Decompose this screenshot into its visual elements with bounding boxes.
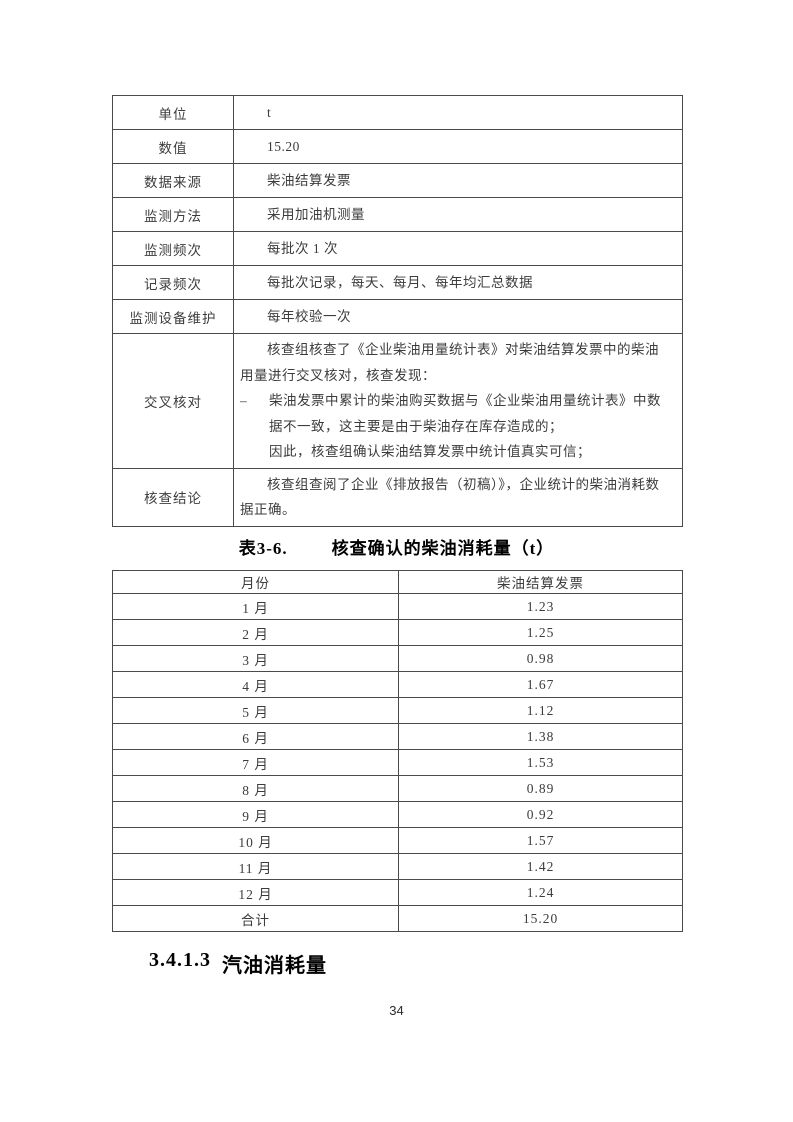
table-row: 监测设备维护 每年校验一次 <box>112 299 683 334</box>
monthly-diesel-table-head: 月份 柴油结算发票 <box>112 570 683 594</box>
value-cell: 1.25 <box>398 619 683 646</box>
table-row: 8 月 0.89 <box>112 775 683 802</box>
table-row: 12 月 1.24 <box>112 879 683 906</box>
row-value: 核查组核查了《企业柴油用量统计表》对柴油结算发票中的柴油用量进行交叉核对，核查发… <box>233 333 683 469</box>
section-title: 汽油消耗量 <box>222 955 327 977</box>
table-row: 6 月 1.38 <box>112 723 683 750</box>
diesel-info-table-body: 单位 t 数值 15.20 数据来源 柴油结算发票监测方法 采用加油机测量监测频次 每批次 1… <box>112 95 683 527</box>
cell-text: 每年校验一次 <box>267 309 351 324</box>
month-cell: 10 月 <box>112 827 399 854</box>
text-line: – 柴油发票中累计的柴油购买数据与《企业柴油用量统计表》中数 <box>240 388 672 414</box>
value-cell: 1.67 <box>398 671 683 698</box>
bullet-dash: – <box>240 393 248 408</box>
value-cell: 0.89 <box>398 775 683 802</box>
row-label: 核查结论 <box>112 467 234 527</box>
row-label: 数据来源 <box>112 163 234 198</box>
table-caption-title: 核查确认的柴油消耗量（t） <box>331 539 555 558</box>
row-label: 监测设备维护 <box>112 299 234 334</box>
table-row: 数值 15.20 <box>112 129 683 164</box>
section-heading: 3.4.1.3 汽油消耗量 <box>149 949 327 978</box>
month-cell: 4 月 <box>112 671 399 698</box>
row-label: 单位 <box>112 95 234 130</box>
header-row: 月份 柴油结算发票 <box>112 570 683 594</box>
table-row: 监测频次 每批次 1 次 <box>112 231 683 266</box>
month-cell: 12 月 <box>112 879 399 906</box>
value-cell: 1.53 <box>398 749 683 776</box>
diesel-info-table: 单位 t 数值 15.20 数据来源 柴油结算发票监测方法 采用加油机测量监测频次 每批次 1… <box>112 95 683 527</box>
month-cell: 1 月 <box>112 593 399 620</box>
table-caption: 表3-6. 核查确认的柴油消耗量（t） <box>0 534 793 559</box>
value-cell: 1.38 <box>398 723 683 750</box>
value-cell: 0.98 <box>398 645 683 672</box>
month-cell: 11 月 <box>112 853 399 880</box>
row-value: 每批次 1 次 <box>233 231 683 266</box>
value-cell: 1.57 <box>398 827 683 854</box>
cell-text: t <box>267 105 272 120</box>
table-row: 1 月 1.23 <box>112 593 683 620</box>
month-cell: 7 月 <box>112 749 399 776</box>
month-column-header: 月份 <box>112 570 399 594</box>
row-value: t <box>233 95 683 130</box>
row-value: 每年校验一次 <box>233 299 683 334</box>
table-row: 5 月 1.12 <box>112 697 683 724</box>
month-cell: 8 月 <box>112 775 399 802</box>
section-number: 3.4.1.3 <box>149 949 211 971</box>
text-line: 用量进行交叉核对，核查发现： <box>240 367 436 383</box>
text-line: 据不一致，这主要是由于柴油存在库存造成的； <box>269 418 564 434</box>
invoice-column-header: 柴油结算发票 <box>398 570 683 594</box>
bullet-text: 柴油发票中累计的柴油购买数据与《企业柴油用量统计表》中数 <box>269 393 662 408</box>
row-label: 记录频次 <box>112 265 234 300</box>
text-line: 因此，核查组确认柴油结算发票中统计值真实可信； <box>269 444 592 459</box>
row-label: 监测方法 <box>112 197 234 232</box>
table-row: 单位 t <box>112 95 683 130</box>
month-cell: 5 月 <box>112 697 399 724</box>
month-cell: 2 月 <box>112 619 399 646</box>
month-cell: 6 月 <box>112 723 399 750</box>
cell-text: 15.20 <box>267 139 300 154</box>
value-cell: 1.12 <box>398 697 683 724</box>
cell-text: 每批次 1 次 <box>267 241 338 256</box>
text-line: 核查组核查了《企业柴油用量统计表》对柴油结算发票中的柴油 <box>267 342 659 357</box>
table-row: 11 月 1.42 <box>112 853 683 880</box>
value-cell: 15.20 <box>398 905 683 932</box>
value-cell: 1.24 <box>398 879 683 906</box>
row-label: 数值 <box>112 129 234 164</box>
month-cell: 合计 <box>112 905 399 932</box>
table-row: 数据来源 柴油结算发票 <box>112 163 683 198</box>
table-caption-number: 表3-6. <box>238 539 288 558</box>
row-value: 采用加油机测量 <box>233 197 683 232</box>
value-cell: 0.92 <box>398 801 683 828</box>
table-row: 交叉核对 核查组核查了《企业柴油用量统计表》对柴油结算发票中的柴油 用量进行交叉核对… <box>112 333 683 469</box>
month-cell: 3 月 <box>112 645 399 672</box>
monthly-diesel-table-body: 1 月 1.23 2 月 1.25 3 月 0.98 4 月 1.67 5 月 1.12 6 月 1.… <box>112 593 683 932</box>
table-row: 监测方法 采用加油机测量 <box>112 197 683 232</box>
text-line: 核查组查阅了企业《排放报告（初稿）》，企业统计的柴油消耗数 <box>267 476 660 492</box>
row-value: 柴油结算发票 <box>233 163 683 198</box>
table-row: 3 月 0.98 <box>112 645 683 672</box>
month-cell: 9 月 <box>112 801 399 828</box>
row-value: 核查组查阅了企业《排放报告（初稿）》，企业统计的柴油消耗数据正确。 <box>233 467 683 527</box>
cell-text: 每批次记录，每天、每月、每年均汇总数据 <box>267 275 533 290</box>
value-cell: 1.42 <box>398 853 683 880</box>
table-row: 2 月 1.25 <box>112 619 683 646</box>
table-row: 4 月 1.67 <box>112 671 683 698</box>
table-row: 记录频次 每批次记录，每天、每月、每年均汇总数据 <box>112 265 683 300</box>
cell-text: 柴油结算发票 <box>267 173 351 188</box>
row-value: 15.20 <box>233 129 683 164</box>
row-label: 监测频次 <box>112 231 234 266</box>
row-value: 每批次记录，每天、每月、每年均汇总数据 <box>233 265 683 300</box>
table-row: 9 月 0.92 <box>112 801 683 828</box>
table-row: 合计 15.20 <box>112 905 683 932</box>
value-cell: 1.23 <box>398 593 683 620</box>
table-row: 核查结论 核查组查阅了企业《排放报告（初稿）》，企业统计的柴油消耗数 据正确。 <box>112 467 683 527</box>
table-row: 7 月 1.53 <box>112 749 683 776</box>
text-line: 据正确。 <box>240 502 296 517</box>
page-number: 34 <box>389 1003 404 1018</box>
monthly-diesel-table: 月份 柴油结算发票 1 月 1.23 2 月 1.25 3 月 0.98 4 月 1.67 5 … <box>112 570 683 932</box>
table-row: 10 月 1.57 <box>112 827 683 854</box>
row-label: 交叉核对 <box>112 333 234 469</box>
cell-text: 采用加油机测量 <box>267 207 365 222</box>
